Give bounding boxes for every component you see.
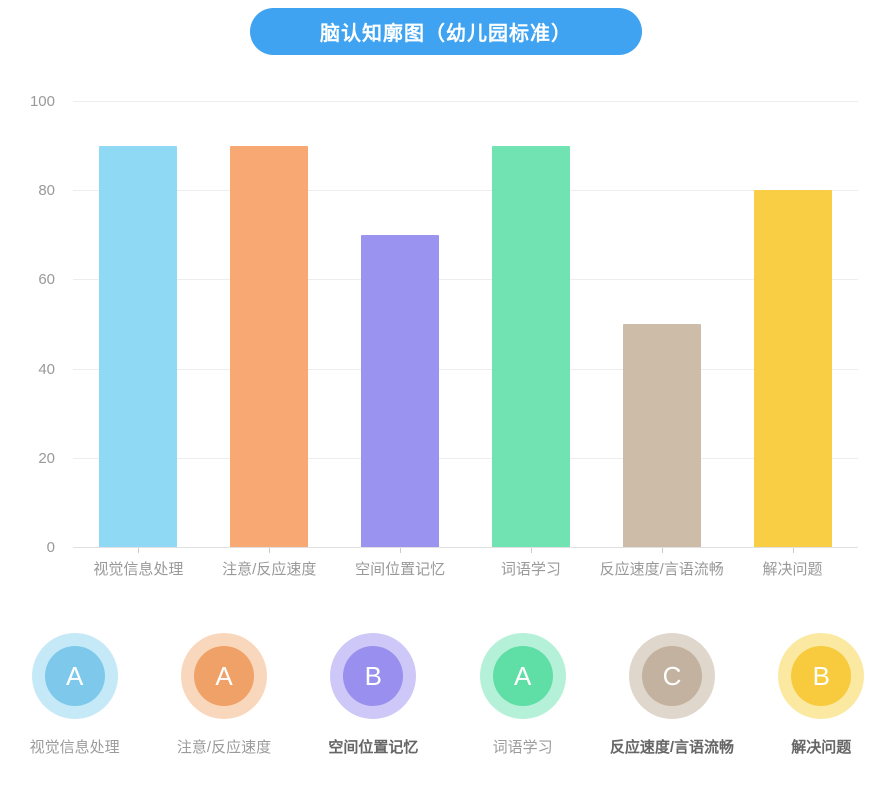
bar-空间位置记忆[interactable]: [361, 234, 440, 547]
x-axis-tick: [400, 548, 402, 553]
x-label-反应速度/言语流畅: 反应速度/言语流畅: [599, 561, 724, 578]
grade-halo-circle: A: [479, 633, 566, 719]
x-axis-tick: [661, 548, 663, 553]
grade-item-视觉信息处理: A 视觉信息处理: [0, 633, 149, 757]
grade-label: 空间位置记忆: [328, 739, 419, 756]
y-tick-label-60: 60: [38, 271, 55, 289]
x-label-注意/反应速度: 注意/反应速度: [222, 561, 317, 578]
gridline-20: [73, 457, 858, 459]
grade-label: 注意/反应速度: [176, 739, 272, 756]
chart-title-pill: 脑认知廓图（幼儿园标准）: [250, 8, 642, 55]
chart-title: 脑认知廓图（幼儿园标准）: [320, 23, 572, 45]
bar-反应速度/言语流畅[interactable]: [622, 324, 701, 547]
x-label-空间位置记忆: 空间位置记忆: [355, 561, 446, 578]
x-label-词语学习: 词语学习: [500, 561, 561, 578]
gridline-80: [73, 190, 858, 192]
x-axis-tick: [269, 548, 271, 553]
bar-注意/反应速度[interactable]: [230, 145, 309, 547]
grade-badge-A: A: [44, 646, 105, 706]
grade-item-注意/反应速度: A 注意/反应速度: [149, 633, 298, 757]
grade-item-解决问题: B 解决问题: [747, 633, 896, 757]
grade-badge-A: A: [193, 646, 254, 706]
grade-halo-circle: B: [778, 633, 865, 719]
grade-badge-B: B: [343, 646, 404, 706]
x-label-解决问题: 解决问题: [762, 561, 823, 578]
x-axis-labels: 视觉信息处理 注意/反应速度 空间位置记忆 词语学习 反应速度/言语流畅 解决问题: [73, 553, 858, 579]
bar-视觉信息处理[interactable]: [99, 145, 178, 547]
x-axis-tick: [138, 548, 140, 553]
grade-halo-circle: C: [628, 633, 715, 719]
x-axis-tick: [792, 548, 794, 553]
grade-item-反应速度/言语流畅: C 反应速度/言语流畅: [597, 633, 746, 757]
grade-badge-A: A: [492, 646, 553, 706]
bar-词语学习[interactable]: [491, 145, 570, 547]
y-axis: 0 20 40 60 80 100: [0, 94, 63, 556]
y-tick-label-80: 80: [38, 182, 55, 200]
grade-halo-circle: A: [180, 633, 267, 719]
y-tick-label-40: 40: [38, 360, 55, 378]
grade-halo-circle: A: [31, 633, 118, 719]
grade-label: 反应速度/言语流畅: [609, 739, 735, 756]
y-tick-label-0: 0: [46, 539, 55, 556]
gridline-0: [73, 547, 858, 548]
chart-plot-area: [73, 101, 858, 553]
grade-label: 视觉信息处理: [29, 739, 120, 756]
grade-label: 词语学习: [492, 739, 553, 756]
grade-item-空间位置记忆: B 空间位置记忆: [299, 633, 448, 757]
x-axis-tick: [530, 548, 532, 553]
grade-halo-circle: B: [330, 633, 417, 719]
x-label-视觉信息处理: 视觉信息处理: [93, 561, 184, 578]
grade-badge-B: B: [791, 646, 852, 706]
gridline-100: [73, 101, 858, 102]
grade-item-词语学习: A 词语学习: [448, 633, 597, 757]
grade-label: 解决问题: [791, 739, 852, 756]
gridline-60: [73, 279, 858, 281]
gridline-40: [73, 368, 858, 370]
grade-row: A 视觉信息处理 A 注意/反应速度 B 空间位置记忆 A 词语学习 C 反应速度/言语流畅 B 解决…: [0, 633, 896, 757]
y-tick-label-20: 20: [38, 449, 55, 467]
y-tick-label-100: 100: [29, 93, 55, 110]
bar-解决问题[interactable]: [753, 190, 832, 547]
grade-badge-C: C: [641, 646, 702, 706]
